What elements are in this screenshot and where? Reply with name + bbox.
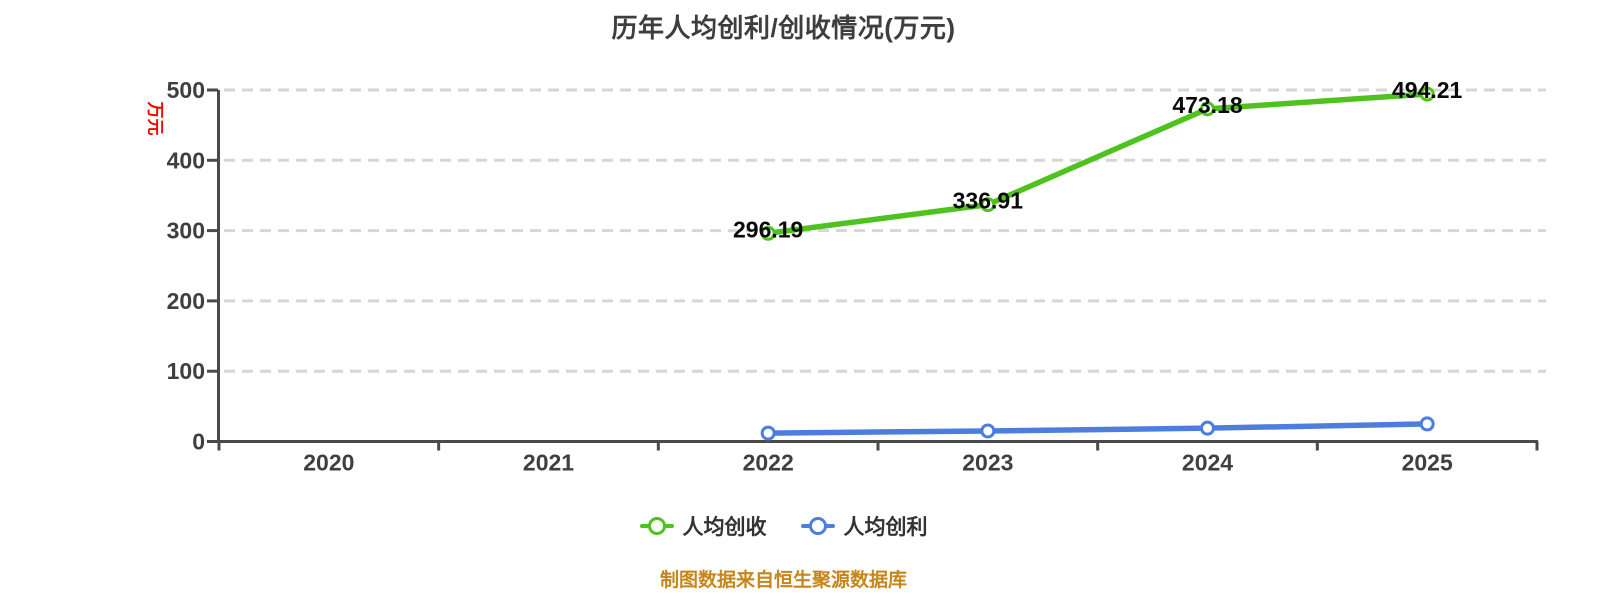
y-axis-tick-label: 0 [192,429,205,455]
legend: 人均创收 人均创利 [0,511,1567,541]
x-axis-tick-label: 2024 [1182,450,1233,476]
revenue-legend-dot-icon [647,517,666,535]
y-axis-tick-label: 200 [167,288,205,314]
y-axis-tick-label: 100 [167,358,205,384]
legend-label-revenue: 人均创收 [682,516,767,539]
x-axis-tick-label: 2022 [743,450,794,476]
data-label: 336.91 [953,188,1024,214]
revenue-data-point [980,197,996,213]
profit-data-point [980,423,996,439]
chart-title: 历年人均创利/创收情况(万元) [611,13,956,43]
x-axis-tick-label: 2020 [303,450,354,476]
legend-label-profit: 人均创利 [843,516,928,539]
revenue-data-point [760,225,776,241]
profit-line [765,421,1430,436]
revenue-data-point [1419,86,1435,102]
y-axis-tick-label: 500 [167,77,205,103]
revenue-data-point [1200,101,1215,117]
x-axis-tick-label: 2023 [962,450,1013,476]
legend-item-profit[interactable]: 人均创利 [800,511,928,541]
data-label: 494.21 [1392,77,1463,103]
y-axis-tick-label: 400 [167,147,205,173]
profit-data-point [1200,420,1215,436]
revenue-legend-marker-icon [639,517,674,535]
profit-data-point [760,425,776,441]
data-label: 296.19 [733,216,803,242]
legend-item-revenue[interactable]: 人均创收 [639,511,767,541]
profit-data-point [1419,416,1435,432]
profit-legend-dot-icon [808,517,827,535]
data-label: 473.18 [1172,92,1243,118]
revenue-line [765,91,1430,237]
x-axis-tick-label: 2021 [523,450,574,476]
y-axis-tick-label: 300 [167,218,205,244]
data-source-note: 制图数据来自恒生聚源数据库 [659,570,907,591]
x-axis-tick-label: 2025 [1402,450,1453,476]
profit-legend-marker-icon [800,517,835,535]
